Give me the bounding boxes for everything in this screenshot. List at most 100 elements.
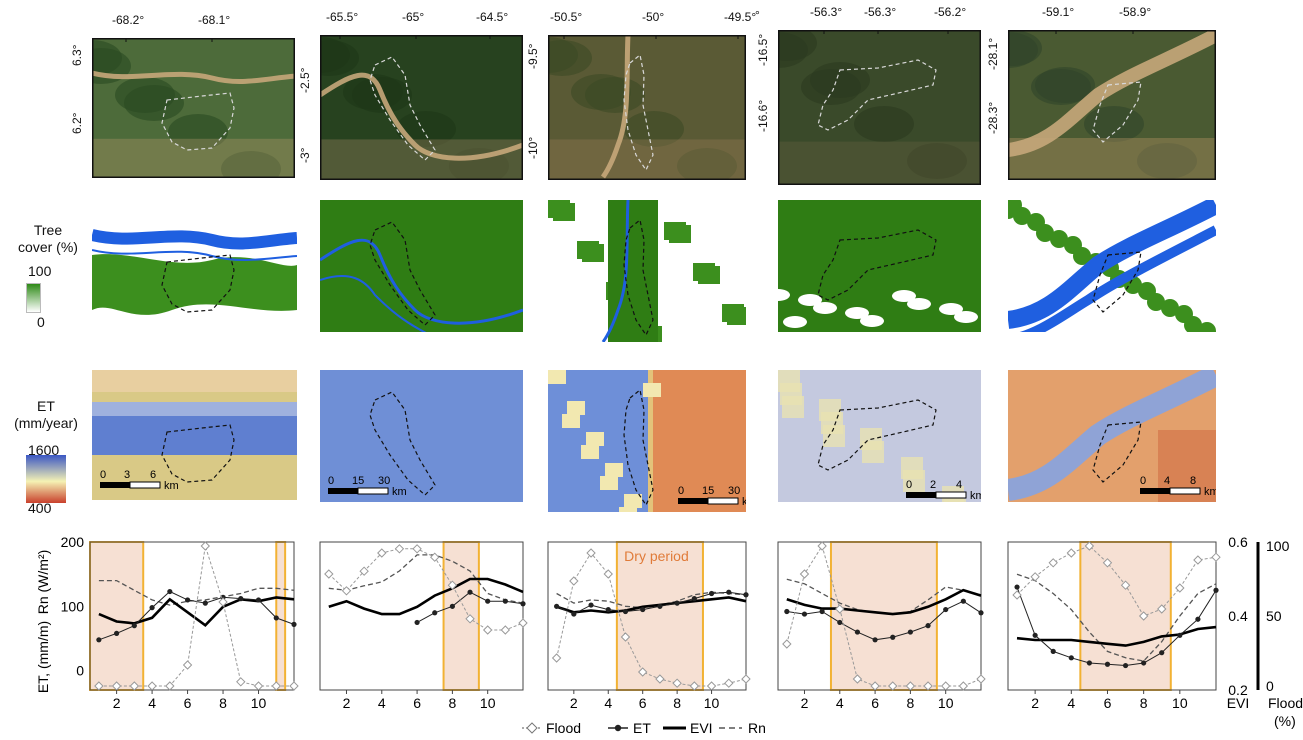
legend-flood: Flood <box>546 720 581 736</box>
et-point <box>1014 584 1020 590</box>
x-tick-label: 8 <box>1140 695 1148 711</box>
et-point <box>554 603 560 609</box>
flood-point <box>958 681 969 691</box>
et-point <box>255 597 262 603</box>
lon-tick-label: -65.5° <box>326 10 359 24</box>
tree-cover-map-2 <box>320 200 523 332</box>
left-tick-label: 0 <box>76 663 84 679</box>
et-point <box>291 621 297 627</box>
flood-point <box>852 674 863 684</box>
evi-line <box>556 596 747 614</box>
x-tick-label: 2 <box>570 695 578 711</box>
rn-line <box>328 554 524 604</box>
plot-frame <box>319 541 524 691</box>
flood-point <box>1048 558 1058 568</box>
x-tick-label: 6 <box>871 695 879 711</box>
x-tick-label: 2 <box>113 695 121 711</box>
flood-point <box>1012 590 1022 600</box>
flood-point <box>655 674 665 684</box>
evi-tick-label: 0.2 <box>1228 682 1248 698</box>
tree-cover-map-4 <box>778 200 981 332</box>
et-point <box>1213 587 1219 593</box>
satellite-map-4 <box>778 30 981 185</box>
et-point <box>96 637 102 643</box>
satellite-map-3 <box>548 35 746 180</box>
scale-bar <box>1169 487 1201 495</box>
et-point <box>743 592 749 598</box>
evi-line <box>328 577 524 616</box>
lat-tick-label: -3° <box>298 147 312 163</box>
lat-tick-label: -28.3° <box>986 101 1000 134</box>
flood-point <box>586 548 596 558</box>
scale-unit: km <box>1204 486 1216 498</box>
flood-axis-label-2: (%) <box>1274 713 1296 729</box>
tree-cover-label: Tree cover (%) <box>18 222 78 255</box>
evi-line <box>786 588 982 616</box>
satellite-map-5 <box>1008 30 1216 180</box>
et-point <box>978 610 984 616</box>
flood-point <box>1066 548 1077 558</box>
flood-tick-label: 100 <box>1266 538 1290 554</box>
flood-point <box>430 552 440 562</box>
flood-point <box>165 681 175 691</box>
dry-period <box>829 541 938 691</box>
evi-axis-label: EVI <box>1227 695 1250 711</box>
left-tick-label: 100 <box>61 598 85 614</box>
x-tick-label: 8 <box>673 695 681 711</box>
flood-point <box>147 681 157 691</box>
et-point <box>819 608 825 615</box>
lat-tick-label: -16.5° <box>756 33 770 66</box>
flood-point <box>482 625 493 635</box>
dry-period <box>89 541 145 691</box>
flood-point <box>689 681 700 691</box>
et-point <box>801 611 808 617</box>
evi-line <box>1016 625 1217 647</box>
et-point <box>184 597 191 603</box>
et-point <box>432 610 438 616</box>
flood-tick-label: 0 <box>1266 678 1274 694</box>
flood-axis-label: Flood <box>1268 695 1303 711</box>
chart-panel-5: 2 4 6 8 10 <box>1007 541 1221 711</box>
x-tick-label: 4 <box>148 695 156 711</box>
et-point <box>202 600 208 606</box>
et-point <box>960 598 966 604</box>
flood-point <box>1157 604 1167 614</box>
flood-point <box>724 678 734 688</box>
tree-cover-map-5 <box>1008 200 1216 332</box>
flood-point <box>1084 541 1095 551</box>
lat-tick-label: -9.5° <box>526 43 540 69</box>
scale-tick: 6 <box>150 469 156 481</box>
x-tick-label: 6 <box>1104 695 1112 711</box>
x-tick-label: 4 <box>1067 695 1075 711</box>
x-tick-label: 4 <box>836 695 844 711</box>
x-tick-label: 6 <box>413 695 421 711</box>
et-point <box>1141 660 1147 666</box>
et-point <box>943 606 949 613</box>
flood-point <box>394 544 405 554</box>
flood-point <box>620 632 631 642</box>
flood-point <box>500 625 511 635</box>
flood-point <box>940 681 951 691</box>
flood-point <box>359 566 369 576</box>
lon-tick-label: -65° <box>402 10 425 24</box>
scale-bar <box>906 492 936 498</box>
flood-tick-label: 50 <box>1266 608 1282 624</box>
flood-point <box>1211 552 1221 562</box>
flood-point <box>741 674 751 684</box>
scale-tick: 0 <box>678 485 684 497</box>
et-line <box>98 590 295 641</box>
scale-unit: km <box>164 480 179 492</box>
lat-tick-label: 6.2° <box>70 112 84 134</box>
flood-point <box>324 569 334 579</box>
et-point <box>907 629 913 635</box>
flood-point <box>551 653 562 663</box>
scale-tick: 0 <box>328 475 334 487</box>
legend-et-symbol <box>608 724 628 732</box>
flood-point <box>1120 580 1131 590</box>
tree-cover-min: 0 <box>37 314 45 330</box>
flood-point <box>835 604 845 614</box>
plot-frame <box>1007 541 1217 691</box>
lon-tick-label: -56.2° <box>934 5 967 19</box>
lon-tick-label: -58.9° <box>1119 5 1152 19</box>
